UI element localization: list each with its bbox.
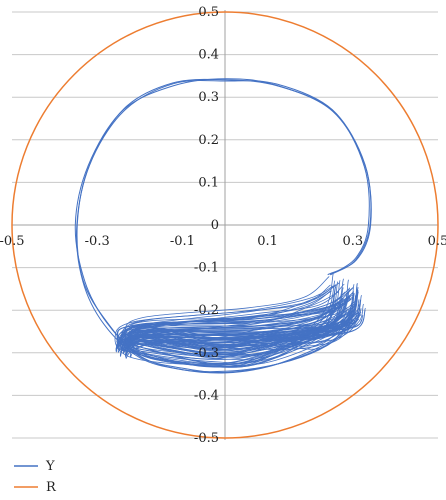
x-tick-label: -0.3 bbox=[85, 234, 110, 249]
series-y-band-curve bbox=[125, 312, 355, 359]
series-y-band-curve bbox=[123, 314, 348, 347]
y-tick-label: 0.5 bbox=[198, 5, 219, 20]
x-tick-label: 0.1 bbox=[257, 234, 278, 249]
legend-label-r: R bbox=[46, 480, 57, 495]
x-tick-label: -0.1 bbox=[170, 234, 195, 249]
x-tick-label: -0.5 bbox=[0, 234, 25, 249]
y-tick-label: 0.1 bbox=[198, 175, 219, 190]
y-tick-label: -0.2 bbox=[194, 303, 219, 318]
series-y-band-curve bbox=[119, 319, 363, 357]
x-tick-label: 0.3 bbox=[342, 234, 363, 249]
series-y-band-curve bbox=[115, 315, 353, 351]
legend-label-y: Y bbox=[45, 459, 55, 474]
y-tick-label: -0.1 bbox=[194, 261, 219, 276]
y-tick-label: 0 bbox=[211, 218, 219, 233]
y-tick-label: -0.5 bbox=[194, 431, 219, 446]
legend: Y R bbox=[14, 459, 57, 495]
axis-layer bbox=[12, 10, 438, 440]
series-r-circle bbox=[11, 11, 439, 439]
series-y-loop bbox=[76, 78, 370, 374]
series-y-band-curve bbox=[123, 318, 359, 354]
series-y-loop bbox=[74, 78, 372, 373]
series-y-band-curve bbox=[115, 314, 364, 353]
y-tick-label: 0.2 bbox=[198, 133, 219, 148]
y-tick-label: 0.3 bbox=[198, 90, 219, 105]
y-tick-label: -0.3 bbox=[194, 346, 219, 361]
y-tick-label: 0.4 bbox=[198, 48, 219, 63]
x-tick-label: 0.5 bbox=[428, 234, 446, 249]
y-tick-label: -0.4 bbox=[194, 388, 219, 403]
series-layer bbox=[11, 11, 439, 439]
tick-label-layer: -0.5 -0.3 -0.1 0.1 0.3 0.5 0.5 0.4 0.3 0.2 0.1 0 -0.… bbox=[0, 5, 446, 446]
